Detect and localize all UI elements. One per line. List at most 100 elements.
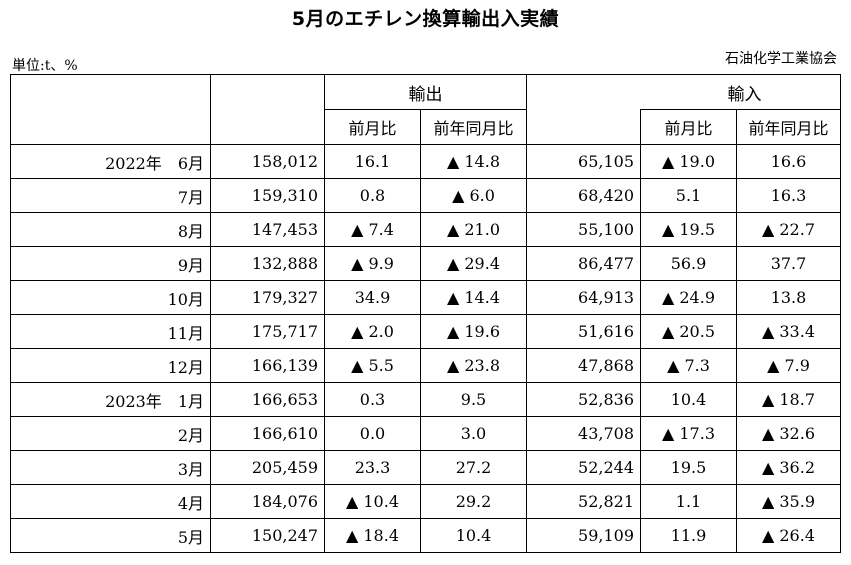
period-cell: 9月 <box>10 246 211 281</box>
export-yoy-cell: 9.5 <box>420 382 527 417</box>
import-mom-cell: 19.5 <box>640 450 737 485</box>
period-cell: 11月 <box>10 314 211 349</box>
import-yoy-header: 前年同月比 <box>736 109 841 145</box>
import-mom-cell: 5.1 <box>640 178 737 213</box>
export-mom-cell: ▲ 10.4 <box>324 484 421 519</box>
export-value-cell: 166,139 <box>210 348 325 383</box>
month-label: 6月 <box>177 153 204 173</box>
table-row: 8月 147,453 ▲ 7.4 ▲ 21.0 55,100 ▲ 19.5 ▲ 22.7 <box>10 212 841 247</box>
import-value-cell: 52,821 <box>526 484 641 519</box>
export-yoy-cell: ▲ 14.8 <box>420 144 527 179</box>
export-yoy-cell: ▲ 19.6 <box>420 314 527 349</box>
import-mom-cell: ▲ 19.0 <box>640 144 737 179</box>
import-yoy-cell: 16.3 <box>736 178 841 213</box>
import-header: 輸入 <box>727 84 762 105</box>
table-row: 11月 175,717 ▲ 2.0 ▲ 19.6 51,616 ▲ 20.5 ▲ 33.4 <box>10 314 841 349</box>
import-yoy-cell: ▲ 22.7 <box>736 212 841 247</box>
unit-label: 単位:t、% <box>12 58 78 74</box>
import-value-cell: 52,836 <box>526 382 641 417</box>
month-label: 11月 <box>167 323 204 343</box>
import-value-cell: 52,244 <box>526 450 641 485</box>
import-value-cell: 59,109 <box>526 518 641 553</box>
period-cell: 10月 <box>10 280 211 315</box>
table-row: 3月 205,459 23.3 27.2 52,244 19.5 ▲ 36.2 <box>10 450 841 485</box>
import-yoy-cell: ▲ 35.9 <box>736 484 841 519</box>
export-mom-cell: 16.1 <box>324 144 421 179</box>
import-yoy-cell: 37.7 <box>736 246 841 281</box>
period-cell: 12月 <box>10 348 211 383</box>
header-row-2: 前月比 前年同月比 前月比 前年同月比 <box>10 109 841 145</box>
table-body: 輸出 輸入 前月比 前年同月比 前月比 前年同月比 2022年 6月 158,012… <box>10 74 841 553</box>
table-row: 9月 132,888 ▲ 9.9 ▲ 29.4 86,477 56.9 37.7 <box>10 246 841 281</box>
table-row: 7月 159,310 0.8 ▲ 6.0 68,420 5.1 16.3 <box>10 178 841 213</box>
import-value-cell: 43,708 <box>526 416 641 451</box>
export-mom-cell: 34.9 <box>324 280 421 315</box>
table-row: 4月 184,076 ▲ 10.4 29.2 52,821 1.1 ▲ 35.9 <box>10 484 841 519</box>
month-label: 2月 <box>177 425 204 445</box>
import-yoy-cell: ▲ 7.9 <box>736 348 841 383</box>
export-yoy-cell: ▲ 21.0 <box>420 212 527 247</box>
header-blank-period-2 <box>10 109 211 145</box>
export-value-cell: 205,459 <box>210 450 325 485</box>
import-mom-cell: ▲ 19.5 <box>640 212 737 247</box>
table-row: 2023年 1月 166,653 0.3 9.5 52,836 10.4 ▲ 18.7 <box>10 382 841 417</box>
export-header: 輸出 <box>324 74 527 110</box>
trade-table: 輸出 輸入 前月比 前年同月比 前月比 前年同月比 2022年 6月 158,012… <box>10 74 841 553</box>
page-title: 5月のエチレン換算輸出入実績 <box>291 8 560 30</box>
export-yoy-cell: 3.0 <box>420 416 527 451</box>
period-cell: 2023年 1月 <box>10 382 211 417</box>
header-blank-export-2 <box>210 109 325 145</box>
month-label: 8月 <box>177 221 204 241</box>
month-label: 1月 <box>177 391 204 411</box>
import-mom-cell: ▲ 17.3 <box>640 416 737 451</box>
import-yoy-cell: 16.6 <box>736 144 841 179</box>
export-yoy-cell: ▲ 29.4 <box>420 246 527 281</box>
month-label: 5月 <box>177 527 204 547</box>
export-value-cell: 150,247 <box>210 518 325 553</box>
month-label: 9月 <box>177 255 204 275</box>
table-row: 2022年 6月 158,012 16.1 ▲ 14.8 65,105 ▲ 19.0 16.6 <box>10 144 841 179</box>
import-yoy-cell: 13.8 <box>736 280 841 315</box>
export-value-cell: 147,453 <box>210 212 325 247</box>
export-yoy-cell: ▲ 6.0 <box>420 178 527 213</box>
table-row: 10月 179,327 34.9 ▲ 14.4 64,913 ▲ 24.9 13.8 <box>10 280 841 315</box>
import-value-cell: 68,420 <box>526 178 641 213</box>
export-mom-cell: ▲ 5.5 <box>324 348 421 383</box>
export-mom-cell: ▲ 18.4 <box>324 518 421 553</box>
period-cell: 4月 <box>10 484 211 519</box>
export-value-cell: 175,717 <box>210 314 325 349</box>
export-value-cell: 166,610 <box>210 416 325 451</box>
import-mom-cell: 10.4 <box>640 382 737 417</box>
import-mom-header: 前月比 <box>640 109 737 145</box>
month-label: 12月 <box>167 357 204 377</box>
import-mom-cell: ▲ 7.3 <box>640 348 737 383</box>
import-value-cell: 65,105 <box>526 144 641 179</box>
import-header-wrap: 輸入 <box>526 74 841 110</box>
month-label: 4月 <box>177 493 204 513</box>
period-cell: 2022年 6月 <box>10 144 211 179</box>
import-yoy-cell: ▲ 36.2 <box>736 450 841 485</box>
period-cell: 3月 <box>10 450 211 485</box>
export-value-cell: 158,012 <box>210 144 325 179</box>
import-yoy-cell: ▲ 33.4 <box>736 314 841 349</box>
export-value-cell: 159,310 <box>210 178 325 213</box>
import-yoy-cell: ▲ 26.4 <box>736 518 841 553</box>
export-yoy-cell: 29.2 <box>420 484 527 519</box>
year-label: 2023年 <box>105 391 162 411</box>
table-row: 12月 166,139 ▲ 5.5 ▲ 23.8 47,868 ▲ 7.3 ▲ 7.9 <box>10 348 841 383</box>
header-row-1: 輸出 輸入 <box>10 74 841 110</box>
export-yoy-cell: ▲ 14.4 <box>420 280 527 315</box>
export-mom-cell: ▲ 2.0 <box>324 314 421 349</box>
export-value-cell: 132,888 <box>210 246 325 281</box>
export-mom-cell: ▲ 7.4 <box>324 212 421 247</box>
import-yoy-cell: ▲ 32.6 <box>736 416 841 451</box>
year-label: 2022年 <box>105 153 162 173</box>
import-mom-cell: 56.9 <box>640 246 737 281</box>
export-mom-cell: 0.8 <box>324 178 421 213</box>
month-label: 10月 <box>167 289 204 309</box>
import-mom-cell: 11.9 <box>640 518 737 553</box>
import-value-cell: 51,616 <box>526 314 641 349</box>
table-row: 5月 150,247 ▲ 18.4 10.4 59,109 11.9 ▲ 26.4 <box>10 518 841 553</box>
header-blank-period <box>10 74 211 110</box>
import-value-cell: 47,868 <box>526 348 641 383</box>
